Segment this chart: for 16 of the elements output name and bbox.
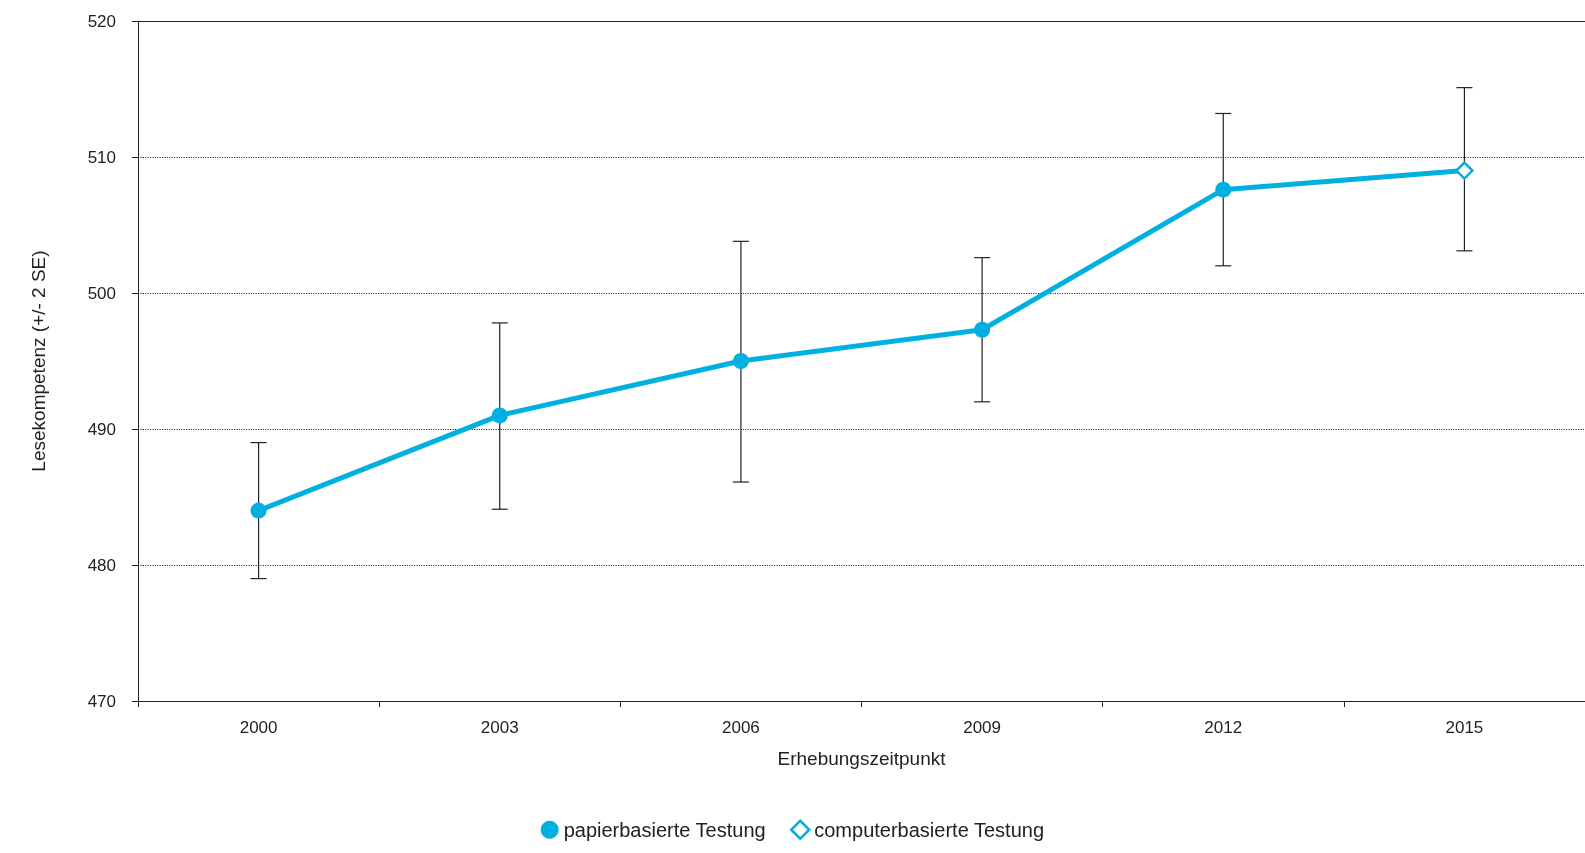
y-tick-label: 470 bbox=[87, 691, 116, 711]
y-tick-label: 500 bbox=[87, 283, 116, 303]
x-tick-label: 2003 bbox=[480, 718, 519, 737]
y-tick-label: 480 bbox=[87, 555, 116, 575]
legend-label: computerbasierte Testung bbox=[814, 818, 1044, 841]
legend-label: papierbasierte Testung bbox=[563, 818, 766, 841]
x-tick-label: 2006 bbox=[722, 718, 760, 737]
x-axis-title: Erhebungszeitpunkt bbox=[777, 748, 947, 769]
y-axis-title: Lesekompetenz (+/- 2 SE) bbox=[28, 250, 49, 472]
x-tick-label: 2009 bbox=[963, 718, 1001, 737]
y-tick-label: 510 bbox=[87, 147, 116, 167]
y-tick-label: 490 bbox=[87, 419, 116, 439]
x-tick-label: 2012 bbox=[1204, 718, 1243, 737]
y-tick-label: 520 bbox=[87, 11, 116, 31]
x-tick-label: 2000 bbox=[239, 718, 278, 737]
x-tick-label: 2015 bbox=[1445, 718, 1484, 737]
